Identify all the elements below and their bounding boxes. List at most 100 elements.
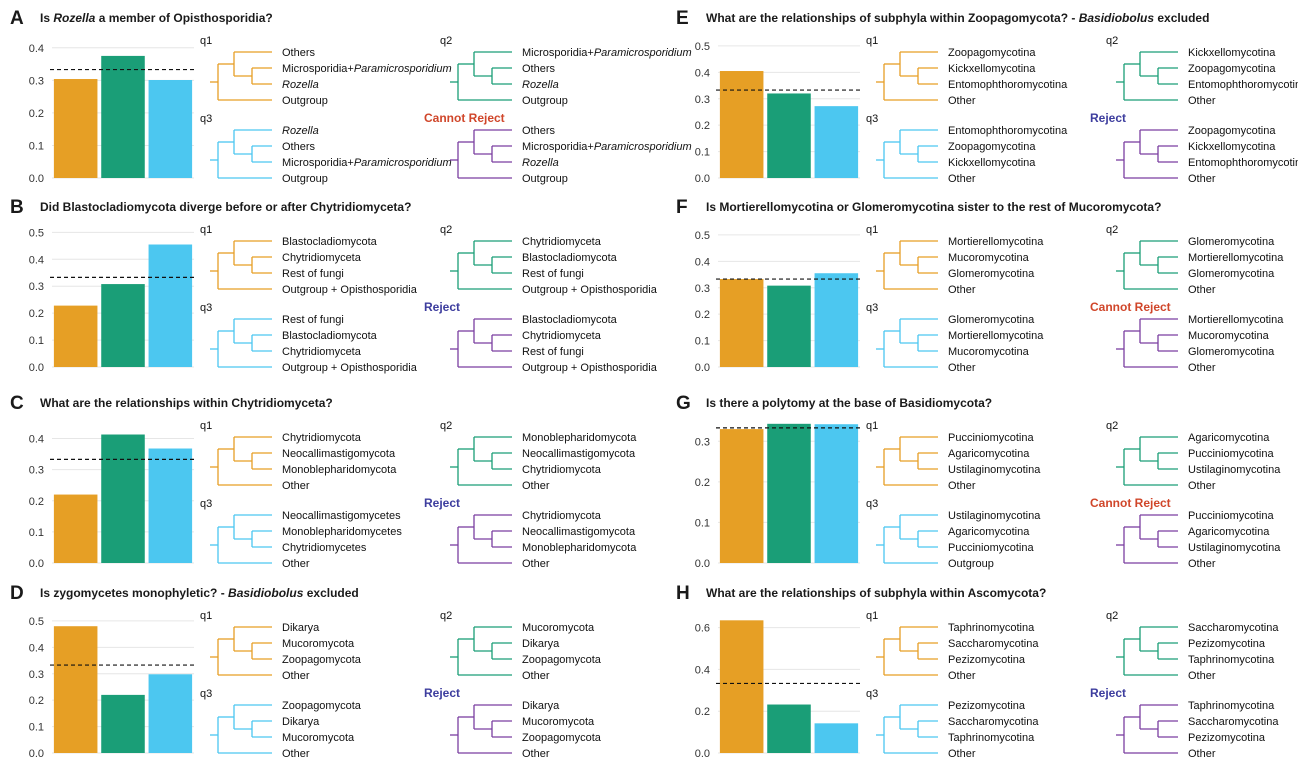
leaf-label-part: Mucoromycota [522,622,595,634]
leaf-label: Other [948,95,976,107]
leaf-label: Taphrinomycotina [948,732,1035,744]
leaf-label: Glomeromycotina [1188,346,1275,358]
bar-q1 [719,429,764,563]
leaf-label: Other [1188,558,1216,570]
leaf-label-part: Outgroup [282,173,328,185]
leaf-label: Outgroup + Opisthosporidia [282,284,418,296]
panel-f: F Is Mortierellomycotina or Glomeromycoti… [676,197,1298,375]
tree-label: q3 [200,498,212,510]
bar-q2 [767,704,811,753]
tree-label: q2 [1106,610,1118,622]
leaf-label: Zoopagomycotina [1188,125,1276,137]
panel-e: E What are the relationships of subphyla … [676,8,1298,186]
leaf-label: Dikarya [522,638,560,650]
panel-h: H What are the relationships of subphyla … [676,583,1298,761]
title-part: Did Blastocladiomycota diverge before or… [40,200,412,214]
bar-q3 [148,674,193,753]
y-tick-label: 0.0 [695,362,710,374]
bar-q2 [101,694,145,753]
leaf-label: Chytridiomyceta [522,236,602,248]
leaf-label-part: Outgroup [522,173,568,185]
leaf-label: Pucciniomycotina [1188,448,1274,460]
y-tick-label: 0.0 [29,748,44,760]
bar-q3 [814,106,859,178]
leaf-label: Other [1188,670,1216,682]
leaf-label-part: Neocallimastigomycota [522,526,636,538]
leaf-label: Pucciniomycotina [1188,510,1274,522]
leaf-label-part: Chytridiomycota [282,432,362,444]
leaf-label-part: Mortierellomycotina [948,330,1044,342]
leaf-label: Taphrinomycotina [948,622,1035,634]
leaf-label: Pezizomycotina [948,654,1026,666]
leaf-label: Chytridiomycota [522,510,602,522]
leaf-label: Pucciniomycotina [948,542,1034,554]
leaf-label: Entomophthoromycotina [1188,157,1298,169]
leaf-label-part: Outgroup + Opisthosporidia [282,362,418,374]
leaf-label: Other [948,362,976,374]
leaf-label-part: Microsporidia+ [522,47,594,59]
leaf-label-part: Other [1188,480,1216,492]
leaf-label: Entomophthoromycotina [948,79,1068,91]
leaf-label-part: Other [522,748,550,760]
verdict-tree: Cannot Reject Pucciniomycotina Agaricomyco… [1090,496,1281,570]
tree-label: q2 [440,224,452,236]
leaf-label-part: Zoopagomycota [522,732,602,744]
leaf-label: Entomophthoromycotina [1188,79,1298,91]
leaf-label-part: Kickxellomycotina [1188,141,1276,153]
leaf-label-part: Paramicrosporidium [594,141,692,153]
leaf-label: Other [1188,95,1216,107]
bar-q2 [767,423,811,563]
tree-label: q1 [866,420,878,432]
tree-q2: q2 Glomeromycotina Mortierellomycotina Glom… [1106,224,1284,296]
leaf-label: Other [948,670,976,682]
leaf-label-part: Entomophthoromycotina [1188,79,1298,91]
leaf-label: Neocallimastigomycota [522,448,636,460]
leaf-label-part: Mucoromycota [282,732,355,744]
leaf-label: Chytridiomyceta [282,252,362,264]
leaf-label: Other [948,284,976,296]
tree-q1: q1 Others Microsporidia+Paramicrosporidium… [200,35,452,107]
leaf-label-part: Mucoromycotina [1188,330,1270,342]
verdict-label: Cannot Reject [1090,496,1171,510]
panel-letter: B [10,197,24,218]
leaf-label: Mucoromycotina [1188,330,1270,342]
y-tick-label: 0.2 [29,108,44,120]
leaf-label-part: Outgroup + Opisthosporidia [522,284,658,296]
tree-label: q3 [866,113,878,125]
panel-a: A Is Rozella a member of Opisthosporidia?… [10,8,692,186]
leaf-label-part: Agaricomycotina [1188,432,1270,444]
leaf-label: Taphrinomycotina [1188,700,1275,712]
leaf-label: Blastocladiomycota [522,314,618,326]
leaf-label: Other [282,480,310,492]
leaf-label: Kickxellomycotina [948,63,1036,75]
leaf-label-part: Blastocladiomycota [522,252,618,264]
panel-title: Did Blastocladiomycota diverge before or… [40,200,411,214]
leaf-label: Rozella [282,79,319,91]
leaf-label: Rest of fungi [522,268,584,280]
bar-q3 [148,80,193,178]
y-tick-label: 0.1 [695,147,710,159]
leaf-label-part: Pucciniomycotina [1188,448,1274,460]
leaf-label: Blastocladiomycota [282,330,378,342]
leaf-label-part: Other [948,173,976,185]
leaf-label: Rozella [522,157,559,169]
leaf-label-part: Outgroup [282,95,328,107]
bar-q3 [814,273,859,367]
leaf-label: Pezizomycotina [1188,638,1266,650]
leaf-label-part: Blastocladiomycota [522,314,618,326]
leaf-label: Rest of fungi [522,346,584,358]
leaf-label: Mortierellomycotina [1188,252,1284,264]
leaf-label: Kickxellomycotina [948,157,1036,169]
y-tick-label: 0.4 [695,256,710,268]
leaf-label-part: Mortierellomycotina [1188,252,1284,264]
leaf-label: Saccharomycotina [948,716,1039,728]
panel-g: G Is there a polytomy at the base of Basi… [676,393,1298,571]
leaf-label-part: Mucoromycota [282,638,355,650]
bar-q1 [719,620,764,753]
leaf-label-part: Dikarya [522,700,560,712]
leaf-label: Mucoromycotina [948,252,1030,264]
leaf-label: Neocallimastigomycota [282,448,396,460]
leaf-label: Agaricomycotina [948,448,1030,460]
panel-graphic: 0.0 0.2 0.4 0.6 q1 Taphrinomycotina Saccharomy… [695,610,1280,760]
leaf-label: Other [522,670,550,682]
